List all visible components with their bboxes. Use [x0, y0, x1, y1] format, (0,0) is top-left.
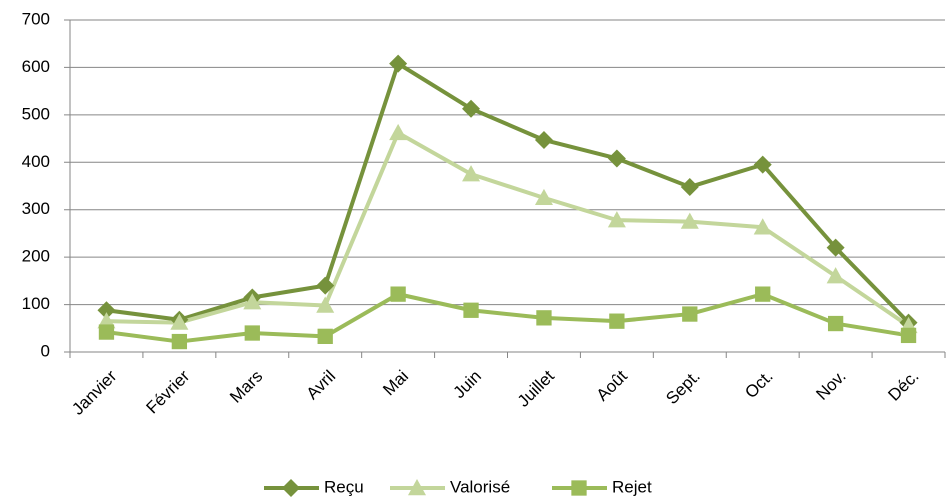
marker: [97, 312, 116, 329]
x-tick-label: Juin: [450, 367, 485, 402]
marker: [462, 99, 481, 118]
legend-marker: [571, 480, 587, 496]
y-tick-label: 500: [22, 104, 50, 123]
legend-marker: [282, 479, 300, 497]
marker: [609, 313, 625, 329]
x-tick-label: Nov.: [812, 367, 849, 404]
marker: [755, 286, 771, 302]
marker: [534, 130, 553, 149]
marker: [536, 310, 552, 326]
marker: [680, 212, 699, 229]
marker: [243, 293, 262, 310]
y-tick-label: 300: [22, 199, 50, 218]
y-tick-label: 0: [41, 341, 50, 360]
marker: [607, 149, 626, 168]
series-line: [106, 61, 910, 324]
marker: [244, 325, 260, 341]
x-tick-label: Sept.: [662, 367, 704, 409]
y-tick-label: 600: [22, 57, 50, 76]
series-line: [106, 292, 909, 344]
x-tick-label: Mars: [226, 367, 266, 407]
legend-label: Valorisé: [450, 477, 510, 496]
marker: [171, 333, 188, 350]
marker: [607, 211, 626, 228]
marker: [316, 296, 335, 313]
marker: [682, 306, 698, 322]
x-tick-label: Mai: [379, 367, 412, 400]
x-tick-label: Déc.: [884, 367, 922, 405]
marker: [826, 267, 845, 284]
x-tick-label: Juillet: [514, 366, 558, 410]
marker: [390, 286, 406, 302]
legend-label: Rejet: [612, 477, 652, 496]
marker: [534, 188, 553, 206]
y-tick-label: 700: [22, 9, 50, 28]
marker: [98, 324, 115, 340]
marker: [900, 327, 917, 344]
legend-marker: [408, 479, 426, 496]
marker: [170, 313, 189, 330]
marker: [389, 123, 408, 141]
y-tick-label: 200: [22, 247, 50, 266]
marker: [680, 177, 699, 196]
marker: [826, 238, 845, 257]
y-tick-label: 400: [22, 152, 50, 171]
x-tick-label: Oct.: [741, 367, 776, 402]
marker: [317, 328, 333, 344]
marker: [97, 301, 116, 320]
marker: [316, 276, 335, 295]
marker: [827, 315, 844, 332]
x-tick-label: Janvier: [68, 366, 120, 418]
marker: [753, 155, 772, 174]
legend-label: Reçu: [324, 477, 364, 496]
marker: [463, 302, 479, 318]
y-tick-label: 100: [22, 294, 50, 313]
marker: [389, 54, 408, 73]
x-tick-label: Février: [143, 366, 194, 417]
x-tick-label: Avril: [303, 367, 340, 404]
marker: [753, 218, 772, 235]
marker: [462, 165, 481, 182]
series-line: [106, 130, 910, 328]
x-tick-label: Août: [593, 366, 631, 404]
